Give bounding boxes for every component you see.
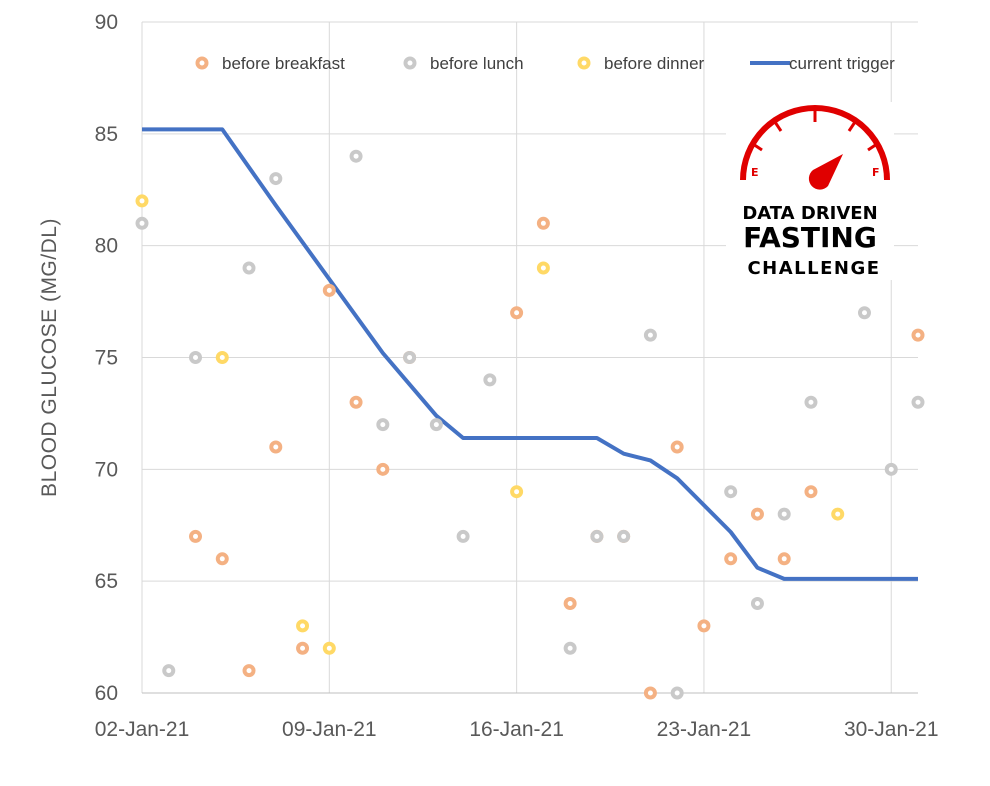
point-before-lunch	[135, 216, 149, 230]
x-tick-label: 16-Jan-21	[469, 718, 564, 741]
point-before-lunch	[804, 395, 818, 409]
point-before-dinner	[296, 619, 310, 633]
x-tick-label: 09-Jan-21	[282, 718, 377, 741]
point-before-dinner	[510, 485, 524, 499]
point-before-breakfast	[536, 216, 550, 230]
point-before-lunch	[456, 529, 470, 543]
x-tick-label: 23-Jan-21	[657, 718, 752, 741]
point-before-lunch	[617, 529, 631, 543]
logo-line-2: FASTING	[743, 221, 877, 254]
point-before-dinner	[322, 641, 336, 655]
point-before-dinner	[215, 351, 229, 364]
point-before-breakfast	[215, 552, 229, 566]
point-before-breakfast	[269, 440, 283, 454]
point-before-lunch	[242, 261, 256, 275]
point-before-lunch	[269, 172, 283, 186]
point-before-dinner	[536, 261, 550, 275]
y-tick-label: 70	[95, 458, 118, 481]
legend-marker-before-breakfast	[195, 56, 209, 70]
point-before-lunch	[911, 395, 925, 409]
point-before-breakfast	[189, 529, 203, 543]
x-axis-tick-labels: 02-Jan-21 09-Jan-21 16-Jan-21 23-Jan-21 30-J…	[95, 718, 939, 741]
plot-series	[135, 127, 925, 700]
y-axis-title: BLOOD GLUCOSE (MG/DL)	[38, 218, 61, 497]
point-before-breakfast	[296, 641, 310, 655]
gauge-ticks	[752, 111, 878, 152]
point-before-lunch	[777, 507, 791, 521]
point-before-breakfast	[750, 507, 764, 521]
point-before-breakfast	[804, 485, 818, 499]
y-tick-label: 65	[95, 570, 118, 593]
point-before-dinner	[135, 194, 149, 208]
point-before-lunch	[376, 418, 390, 432]
point-before-lunch	[590, 529, 604, 543]
legend-label-before-lunch: before lunch	[430, 54, 524, 73]
point-before-breakfast	[911, 328, 925, 342]
logo-line-1: DATA DRIVEN	[742, 203, 877, 224]
legend-marker-before-dinner	[577, 56, 591, 70]
x-tick-label: 02-Jan-21	[95, 718, 190, 741]
gauge-empty-label: E	[751, 166, 759, 179]
gauge-arc	[740, 105, 890, 181]
legend-label-before-dinner: before dinner	[604, 54, 705, 73]
series-line-current-trigger	[142, 127, 918, 581]
point-before-lunch	[563, 641, 577, 655]
point-before-lunch	[349, 149, 363, 163]
point-before-breakfast	[724, 552, 738, 566]
point-before-lunch	[670, 686, 684, 700]
point-before-breakfast	[242, 664, 256, 678]
point-before-breakfast	[643, 686, 657, 700]
y-tick-label: 90	[95, 11, 118, 34]
point-before-lunch	[857, 306, 871, 320]
point-before-lunch	[884, 462, 898, 476]
point-before-lunch	[429, 418, 443, 432]
y-tick-label: 75	[95, 347, 118, 370]
point-before-breakfast	[777, 552, 791, 566]
point-before-lunch	[403, 351, 417, 364]
y-tick-label: 85	[95, 123, 118, 146]
point-before-breakfast	[670, 440, 684, 454]
gauge-needle-icon	[808, 154, 843, 190]
point-before-lunch	[162, 664, 176, 678]
gauge-full-label: F	[872, 166, 880, 179]
point-before-breakfast	[322, 283, 336, 297]
point-before-lunch	[724, 485, 738, 499]
legend: before breakfast before lunch before dinne…	[195, 54, 895, 73]
x-tick-label: 30-Jan-21	[844, 718, 939, 741]
point-before-breakfast	[376, 462, 390, 476]
point-before-lunch	[750, 597, 764, 611]
data-driven-fasting-logo: E F DATA DRIVEN FASTING CHALLENGE	[726, 102, 894, 280]
point-before-breakfast	[697, 619, 711, 633]
logo-line-3: CHALLENGE	[747, 258, 880, 279]
point-before-breakfast	[510, 306, 524, 320]
point-before-lunch	[483, 373, 497, 387]
point-before-dinner	[831, 507, 845, 521]
point-before-lunch	[189, 351, 203, 364]
y-tick-label: 80	[95, 235, 118, 258]
legend-label-current-trigger: current trigger	[789, 54, 895, 73]
y-axis-tick-labels: 60 65 70 75 80 85 90	[95, 11, 118, 705]
y-tick-label: 60	[95, 682, 118, 705]
point-before-breakfast	[563, 597, 577, 611]
point-before-lunch	[643, 328, 657, 342]
legend-marker-before-lunch	[403, 56, 417, 70]
point-before-breakfast	[349, 395, 363, 409]
legend-label-before-breakfast: before breakfast	[222, 54, 345, 73]
